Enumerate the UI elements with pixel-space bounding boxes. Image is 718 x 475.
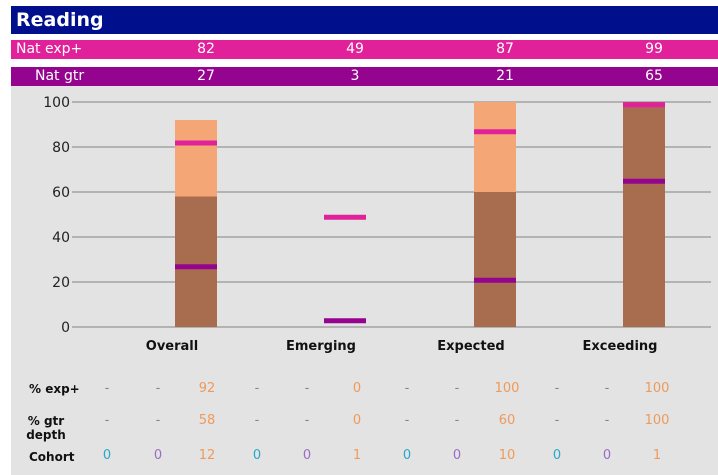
marker-nat-exp	[474, 129, 516, 135]
table-cell: 0	[602, 448, 612, 463]
top-strip	[0, 0, 718, 6]
table-cell: 0	[552, 448, 562, 463]
nat-exp-value-exceeding: 99	[645, 41, 663, 57]
table-cell: -	[554, 381, 560, 396]
table-cell: 1	[352, 448, 362, 463]
y-tick-label: 60	[52, 185, 70, 201]
table-cell: 92	[198, 381, 216, 396]
bar-gtr	[175, 196, 217, 327]
table-cell: 58	[198, 413, 216, 428]
row-label-exp: % exp+	[29, 382, 80, 396]
table-cell: -	[104, 381, 110, 396]
table-cell: -	[254, 381, 260, 396]
table-cell: 100	[644, 413, 670, 428]
table-cell: 0	[252, 448, 262, 463]
nat-gtr-value-emerging: 3	[350, 68, 360, 84]
nat-exp-value-expected: 87	[496, 41, 514, 57]
table-cell: 10	[498, 448, 516, 463]
summary-table: % exp+ % gtr depth Cohort - -92- -0- -100- -…	[11, 366, 718, 475]
table-cell: 0	[302, 448, 312, 463]
table-cell: 0	[352, 413, 362, 428]
table-cell: -	[155, 413, 161, 428]
marker-nat-gtr	[324, 318, 366, 324]
y-tick-label: 80	[52, 140, 70, 156]
bar-chart: 0 20 40 60 80 100 Overall Emerging Expected Excee…	[43, 95, 711, 354]
table-cell: -	[254, 413, 260, 428]
nat-gtr-value-exceeding: 65	[645, 68, 663, 84]
row-label-cohort: Cohort	[29, 450, 75, 464]
table-cell: -	[554, 413, 560, 428]
nat-gtr-row: Nat gtr 27 3 21 65	[11, 67, 718, 86]
y-tick-label: 40	[52, 230, 70, 246]
table-cell: 0	[102, 448, 112, 463]
row-label-gtr: % gtr depth	[26, 414, 66, 442]
marker-nat-exp	[324, 214, 366, 220]
nat-gtr-value-overall: 27	[197, 68, 215, 84]
marker-nat-gtr	[623, 178, 665, 184]
table-cell: -	[304, 413, 310, 428]
nat-exp-row: Nat exp+ 82 49 87 99	[11, 40, 718, 59]
table-cell: -	[604, 381, 610, 396]
y-tick-label: 100	[43, 95, 70, 111]
table-cell: 100	[644, 381, 670, 396]
table-cell: 0	[153, 448, 163, 463]
table-cell: -	[155, 381, 161, 396]
marker-nat-exp	[175, 140, 217, 146]
nat-exp-label: Nat exp+	[16, 41, 83, 57]
y-tick-label: 0	[61, 320, 70, 336]
table-cell: -	[404, 413, 410, 428]
bar-gtr	[474, 192, 516, 327]
nat-gtr-value-expected: 21	[496, 68, 514, 84]
category-label: Overall	[146, 339, 198, 354]
table-cell: 0	[352, 381, 362, 396]
marker-nat-gtr	[175, 264, 217, 270]
category-label: Exceeding	[583, 339, 658, 354]
bar-gtr	[623, 102, 665, 327]
table-cell: -	[604, 413, 610, 428]
category-label: Expected	[437, 339, 504, 354]
table-cell: -	[304, 381, 310, 396]
table-cell: 60	[498, 413, 516, 428]
chart-area: 0 20 40 60 80 100 Overall Emerging Expected Excee…	[11, 86, 718, 366]
table-cell: 0	[452, 448, 462, 463]
table-cell: 100	[494, 381, 520, 396]
marker-nat-gtr	[474, 277, 516, 283]
nat-exp-value-emerging: 49	[346, 41, 364, 57]
table-cell: 12	[198, 448, 216, 463]
table-cell: -	[404, 381, 410, 396]
table-cell: 1	[652, 448, 662, 463]
marker-nat-exp	[623, 102, 665, 108]
y-tick-label: 20	[52, 275, 70, 291]
table-cell: -	[104, 413, 110, 428]
table-cell: 0	[402, 448, 412, 463]
table-cell: -	[454, 381, 460, 396]
table-cell: -	[454, 413, 460, 428]
nat-exp-value-overall: 82	[197, 41, 215, 57]
page-title: Reading	[11, 6, 718, 34]
category-label: Emerging	[286, 339, 356, 354]
nat-gtr-label: Nat gtr	[35, 68, 85, 84]
